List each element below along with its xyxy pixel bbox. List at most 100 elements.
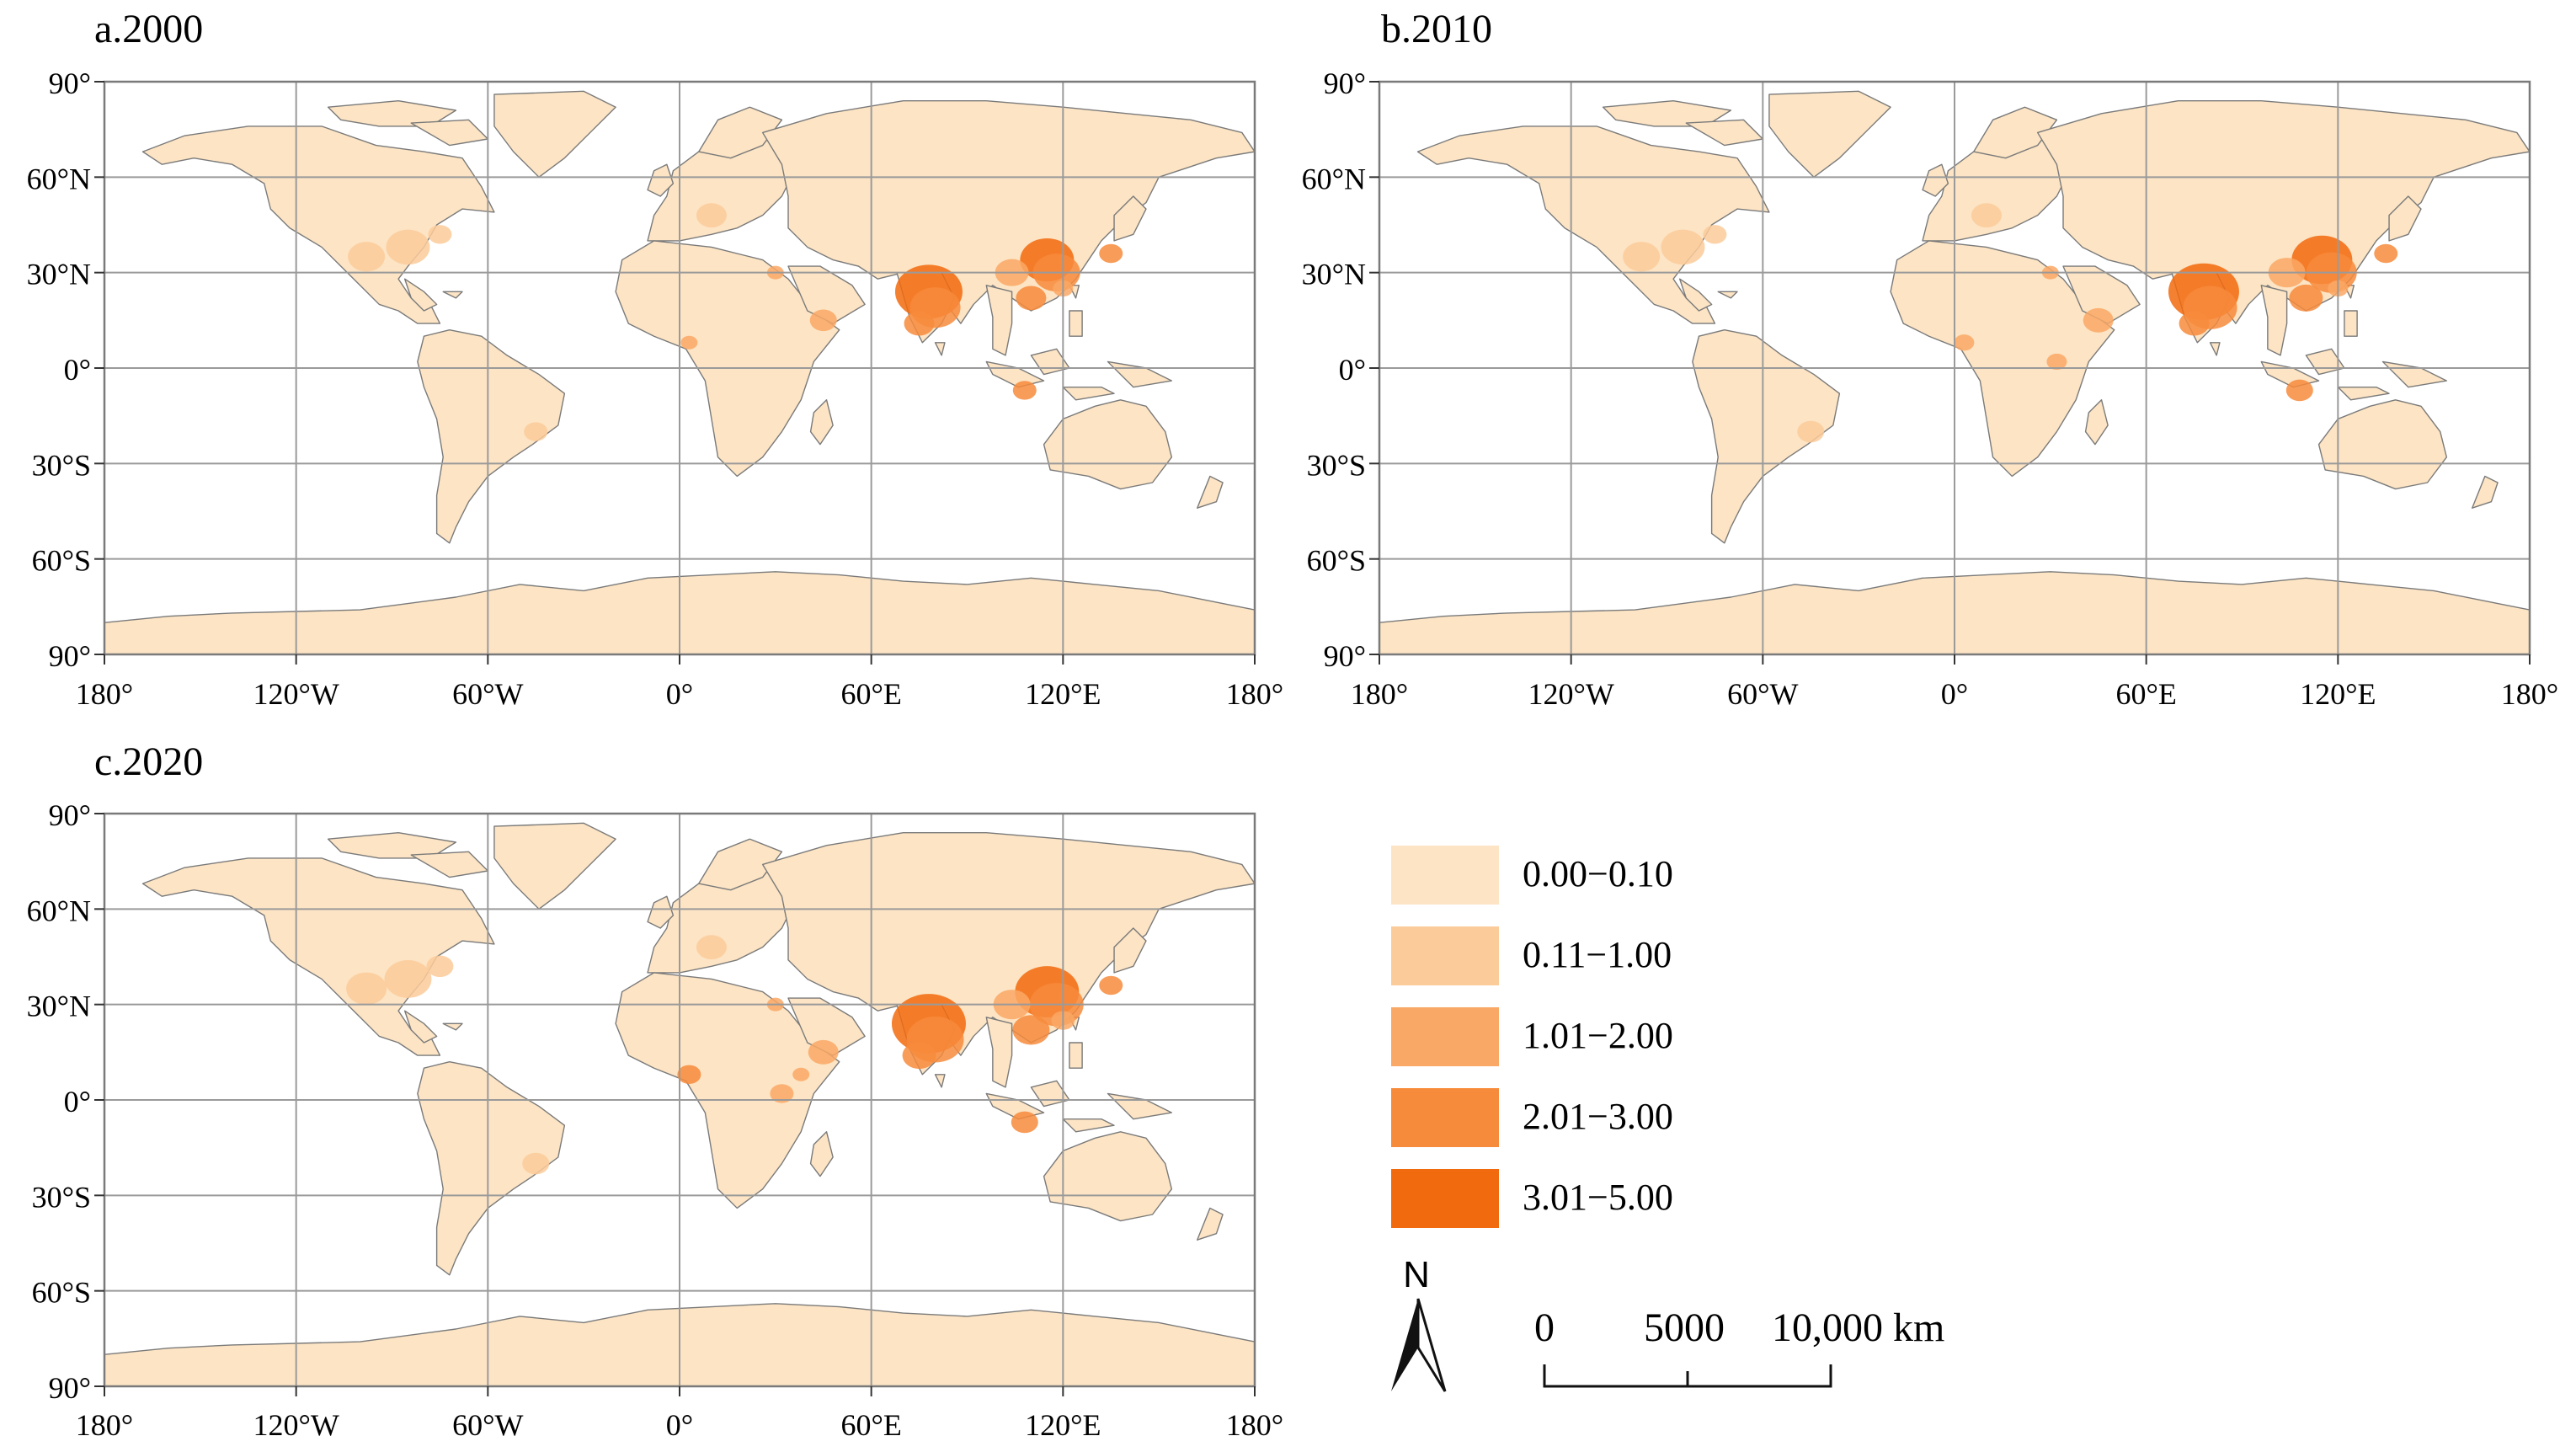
hotspot (1012, 1015, 1050, 1045)
hotspot (1971, 203, 2002, 228)
lat-tick-label: 0° (64, 353, 91, 387)
hotspot (426, 955, 454, 978)
hotspot (2289, 284, 2323, 312)
legend: 0.00−0.10 0.11−1.00 1.01−2.00 2.01−3.00 3.01… (1391, 846, 1673, 1228)
lat-tick-label: 90° (49, 798, 91, 832)
panel-title: c.2020 (94, 739, 203, 784)
hotspot (902, 1042, 936, 1070)
hotspot (1797, 420, 1825, 443)
hotspot (2083, 307, 2114, 333)
hotspot (428, 225, 452, 244)
scale-label: 5000 (1644, 1305, 1725, 1350)
legend-swatch (1391, 1007, 1499, 1066)
lon-tick-label: 60°W (452, 677, 523, 711)
lat-tick-label: 30°S (32, 1180, 91, 1214)
lat-tick-label: 30°S (1307, 448, 1366, 482)
hotspot (1623, 242, 1661, 272)
legend-label: 3.01−5.00 (1523, 1177, 1673, 1218)
hotspot (1099, 243, 1123, 264)
lon-tick-label: 60°E (840, 677, 901, 711)
hotspot (1011, 1111, 1038, 1134)
lat-tick-label: 90° (1324, 639, 1366, 673)
hotspot (386, 229, 430, 265)
legend-label: 2.01−3.00 (1523, 1096, 1673, 1137)
lat-tick-label: 0° (1339, 353, 1366, 387)
lon-tick-label: 180° (76, 677, 133, 711)
lon-tick-label: 120°E (1025, 1408, 1101, 1442)
lat-tick-label: 60°S (32, 544, 91, 578)
hotspot (696, 935, 727, 960)
graticule (104, 814, 1255, 1386)
legend-swatch (1391, 846, 1499, 905)
hotspot (1661, 229, 1705, 265)
legend-swatch (1391, 926, 1499, 985)
lon-tick-label: 180° (1351, 677, 1408, 711)
lon-tick-label: 60°E (2115, 677, 2176, 711)
hotspot (680, 335, 698, 350)
scale-label: 0 (1534, 1305, 1555, 1350)
hotspot (2046, 353, 2067, 371)
lon-tick-label: 180° (2501, 677, 2558, 711)
lon-tick-label: 180° (76, 1408, 133, 1442)
legend-label: 0.11−1.00 (1523, 934, 1672, 975)
legend-swatch (1391, 1169, 1499, 1228)
graticule (1379, 82, 2530, 654)
hotspot (770, 1084, 794, 1103)
hotspot (384, 960, 432, 998)
lat-tick-label: 30°N (27, 990, 91, 1023)
lon-tick-label: 120°E (1025, 677, 1101, 711)
hotspot (524, 422, 548, 441)
lon-tick-label: 120°W (253, 1408, 339, 1442)
lon-tick-label: 0° (1941, 677, 1968, 711)
hotspot (2285, 379, 2313, 402)
hotspot (1016, 286, 1047, 311)
hotspot (1099, 975, 1123, 996)
hotspot (904, 311, 935, 336)
lat-tick-label: 60°N (1302, 162, 1366, 195)
graticule (104, 82, 1255, 654)
lon-tick-label: 120°E (2300, 677, 2376, 711)
legend-label: 1.01−2.00 (1523, 1015, 1673, 1056)
hotspot (1012, 381, 1037, 400)
hotspot (348, 242, 386, 272)
lon-tick-label: 120°W (253, 677, 339, 711)
lat-tick-label: 60°S (32, 1276, 91, 1310)
lon-tick-label: 120°W (1528, 677, 1613, 711)
lat-tick-label: 90° (49, 67, 91, 100)
lon-tick-label: 0° (666, 1408, 693, 1442)
north-label: N (1403, 1254, 1430, 1295)
lat-tick-label: 30°N (27, 258, 91, 291)
map-panel-b: b.2010 90° 60°N 30°N 0° 30°S 60°S 90° 180° 120°W 6… (1302, 7, 2559, 711)
hotspot (522, 1152, 550, 1175)
lon-tick-label: 180° (1226, 677, 1283, 711)
lat-tick-label: 60°S (1307, 544, 1366, 578)
hotspot (808, 1039, 839, 1065)
panel-title: b.2010 (1381, 7, 1492, 51)
hotspot (696, 203, 727, 228)
panel-title: a.2000 (94, 7, 203, 51)
hotspot (346, 972, 387, 1005)
scale-bar: 0 5000 10,000 km (1534, 1305, 1944, 1388)
scale-label: 10,000 km (1772, 1305, 1944, 1350)
lat-tick-label: 30°N (1302, 258, 1366, 291)
lat-tick-label: 60°N (27, 894, 91, 927)
density-hotspots (348, 203, 1123, 441)
hotspot (809, 309, 837, 332)
hotspot (1703, 225, 1727, 244)
hotspot (1954, 334, 1975, 351)
lat-tick-label: 90° (49, 1371, 91, 1405)
legend-label: 0.00−0.10 (1523, 853, 1673, 894)
hotspot (2179, 311, 2210, 336)
hotspot (2374, 243, 2398, 264)
lat-tick-label: 90° (49, 639, 91, 673)
lon-tick-label: 60°E (840, 1408, 901, 1442)
legend-swatch (1391, 1088, 1499, 1147)
north-arrow: N (1391, 1254, 1447, 1392)
lon-tick-label: 60°W (452, 1408, 523, 1442)
lat-tick-label: 30°S (32, 448, 91, 482)
lon-tick-label: 0° (666, 677, 693, 711)
hotspot (792, 1067, 810, 1081)
